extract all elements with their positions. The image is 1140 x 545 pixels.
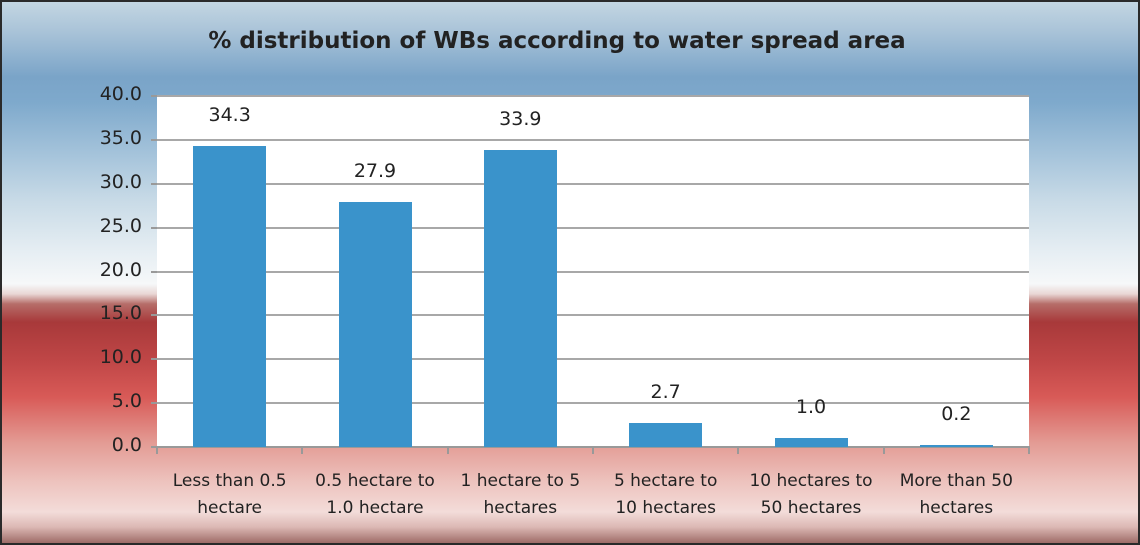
y-tick-label: 40.0 [99, 83, 142, 105]
gridline [157, 314, 1029, 317]
plot-area [157, 95, 1029, 447]
bar [483, 149, 557, 447]
bar [193, 146, 267, 447]
y-tick-mark [151, 358, 157, 361]
bar [629, 423, 703, 447]
value-label: 34.3 [208, 104, 251, 127]
value-label: 1.0 [795, 396, 827, 419]
y-tick-label: 5.0 [111, 390, 142, 413]
x-tick-label: 10 hectares to 50 hectares [749, 471, 873, 518]
value-label: 33.9 [499, 107, 542, 130]
y-tick-mark [151, 446, 157, 448]
chart-title: % distribution of WBs according to water… [208, 28, 906, 54]
x-tick-mark [446, 446, 449, 454]
bar [919, 445, 993, 448]
gridline [157, 402, 1029, 405]
x-tick-label: More than 50 hectares [899, 471, 1013, 518]
x-tick-label: Less than 0.5 hectare [172, 471, 287, 518]
y-tick-label: 25.0 [99, 214, 142, 237]
gridline [157, 138, 1029, 141]
gridline [157, 270, 1029, 273]
x-tick-label: 0.5 hectare to 1.0 hectare [315, 471, 435, 518]
x-tick-mark [882, 446, 885, 454]
y-tick-mark [151, 270, 157, 273]
y-tick-mark [151, 138, 157, 141]
x-tick-mark [737, 446, 740, 454]
value-label: 2.7 [650, 381, 681, 404]
gridline [157, 226, 1029, 229]
y-tick-mark [151, 226, 157, 229]
x-tick-mark [592, 446, 594, 454]
y-tick-mark [151, 402, 157, 405]
x-tick-label: 5 hectare to 10 hectares [613, 471, 718, 518]
y-tick-label: 10.0 [99, 346, 142, 369]
y-tick-label: 35.0 [99, 126, 142, 149]
y-tick-mark [151, 182, 157, 185]
value-label: 0.2 [941, 403, 972, 426]
y-tick-label: 15.0 [99, 302, 142, 325]
y-tick-label: 30.0 [99, 170, 142, 193]
x-tick-mark [1028, 446, 1030, 454]
y-tick-mark [151, 314, 157, 317]
x-tick-label: 1 hectare to 5 hectares [460, 471, 581, 518]
gridline [157, 182, 1029, 185]
y-tick-label: 20.0 [99, 258, 142, 281]
x-tick-mark [156, 446, 158, 454]
bar [338, 202, 412, 447]
y-tick-mark [151, 95, 157, 97]
gridline [157, 358, 1029, 361]
value-label: 27.9 [353, 160, 397, 183]
x-tick-mark [301, 446, 304, 454]
bar [774, 438, 848, 447]
gridline [157, 95, 1029, 97]
y-tick-label: 0.0 [111, 434, 142, 456]
